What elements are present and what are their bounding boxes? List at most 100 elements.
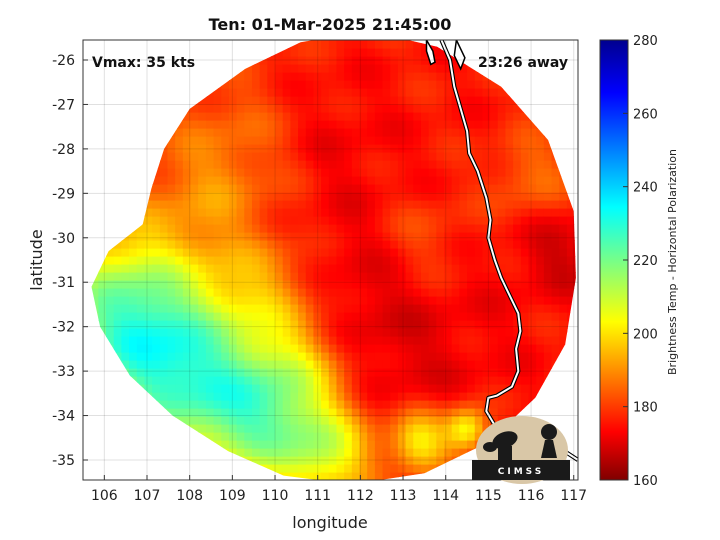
heatmap-cell xyxy=(267,304,276,313)
heatmap-cell xyxy=(336,312,345,321)
heatmap-cell xyxy=(121,248,130,257)
heatmap-cell xyxy=(551,176,560,185)
heatmap-cell xyxy=(397,360,407,369)
heatmap-cell xyxy=(313,160,322,169)
heatmap-cell xyxy=(221,184,230,193)
heatmap-cell xyxy=(290,48,299,57)
heatmap-cell xyxy=(420,240,430,249)
heatmap-cell xyxy=(367,104,376,113)
heatmap-cell xyxy=(467,296,476,305)
heatmap-cell xyxy=(190,344,199,353)
heatmap-cell xyxy=(336,256,345,265)
heatmap-cell xyxy=(328,120,338,129)
heatmap-cell xyxy=(313,200,322,209)
heatmap-cell xyxy=(436,200,445,209)
heatmap-cell xyxy=(236,264,245,273)
heatmap-cell xyxy=(228,112,238,121)
heatmap-cell xyxy=(528,160,537,169)
heatmap-cell xyxy=(313,304,322,313)
heatmap-cell xyxy=(121,40,130,41)
heatmap-cell xyxy=(459,72,468,81)
heatmap-cell xyxy=(313,456,322,465)
heatmap-cell xyxy=(282,96,291,105)
heatmap-cell xyxy=(497,392,507,401)
heatmap-cell xyxy=(275,224,284,233)
heatmap-cell xyxy=(374,304,384,313)
heatmap-cell xyxy=(505,248,514,257)
heatmap-cell xyxy=(359,440,368,449)
heatmap-cell xyxy=(282,472,291,480)
heatmap-cell xyxy=(436,296,445,305)
heatmap-cell xyxy=(290,264,299,273)
heatmap-cell xyxy=(236,216,245,225)
heatmap-cell xyxy=(344,288,353,297)
heatmap-cell xyxy=(282,88,291,97)
heatmap-cell xyxy=(436,192,445,201)
heatmap-cell xyxy=(251,208,261,217)
heatmap-cell xyxy=(213,264,222,273)
heatmap-cell xyxy=(520,376,530,385)
heatmap-cell xyxy=(313,152,322,161)
heatmap-cell xyxy=(482,248,491,257)
heatmap-cell xyxy=(198,296,207,305)
heatmap-cell xyxy=(497,344,507,353)
heatmap-cell xyxy=(344,448,353,457)
heatmap-cell xyxy=(221,304,230,313)
heatmap-cell xyxy=(275,400,284,409)
heatmap-cell xyxy=(244,336,253,345)
heatmap-cell xyxy=(167,344,176,353)
heatmap-cell xyxy=(536,360,545,369)
heatmap-cell xyxy=(167,144,176,153)
heatmap-cell xyxy=(336,48,345,57)
heatmap-cell xyxy=(505,232,514,241)
heatmap-cell xyxy=(428,144,437,153)
heatmap-cell xyxy=(328,216,338,225)
heatmap-cell xyxy=(152,288,161,297)
heatmap-cell xyxy=(359,40,368,49)
heatmap-cell xyxy=(213,152,222,161)
heatmap-cell xyxy=(290,64,299,73)
heatmap-cell xyxy=(374,208,384,217)
heatmap-cell xyxy=(490,224,499,233)
heatmap-cell xyxy=(513,168,522,177)
heatmap-cell xyxy=(359,144,368,153)
heatmap-cell xyxy=(251,184,261,193)
heatmap-cell xyxy=(213,96,222,105)
heatmap-cell xyxy=(236,296,245,305)
heatmap-cell xyxy=(336,408,345,417)
heatmap-cell xyxy=(228,248,238,257)
y-axis-label: latitude xyxy=(27,229,46,290)
heatmap-cell xyxy=(474,136,484,145)
heatmap-cell xyxy=(451,176,460,185)
heatmap-cell xyxy=(290,80,299,89)
heatmap-cell xyxy=(505,96,514,105)
heatmap-cell xyxy=(282,152,291,161)
heatmap-cell xyxy=(106,304,115,313)
heatmap-cell xyxy=(251,336,261,345)
heatmap-cell xyxy=(405,128,414,137)
heatmap-cell xyxy=(536,296,545,305)
heatmap-cell xyxy=(374,80,384,89)
heatmap-cell xyxy=(236,248,245,257)
heatmap-cell xyxy=(374,424,384,433)
heatmap-cell xyxy=(482,304,491,313)
heatmap-cell xyxy=(428,64,437,73)
heatmap-cell xyxy=(251,312,261,321)
heatmap-cell xyxy=(490,144,499,153)
heatmap-cell xyxy=(213,336,222,345)
heatmap-cell xyxy=(113,336,122,345)
heatmap-cell xyxy=(213,248,222,257)
heatmap-cell xyxy=(451,392,460,401)
heatmap-cell xyxy=(282,56,291,65)
heatmap-cell xyxy=(275,128,284,137)
heatmap-cell xyxy=(344,192,353,201)
heatmap-cell xyxy=(282,64,291,73)
heatmap-cell xyxy=(305,40,315,49)
heatmap-cell xyxy=(175,312,184,321)
heatmap-cell xyxy=(467,360,476,369)
heatmap-cell xyxy=(336,128,345,137)
heatmap-cell xyxy=(336,296,345,305)
heatmap-cell xyxy=(490,272,499,281)
heatmap-cell xyxy=(459,320,468,329)
